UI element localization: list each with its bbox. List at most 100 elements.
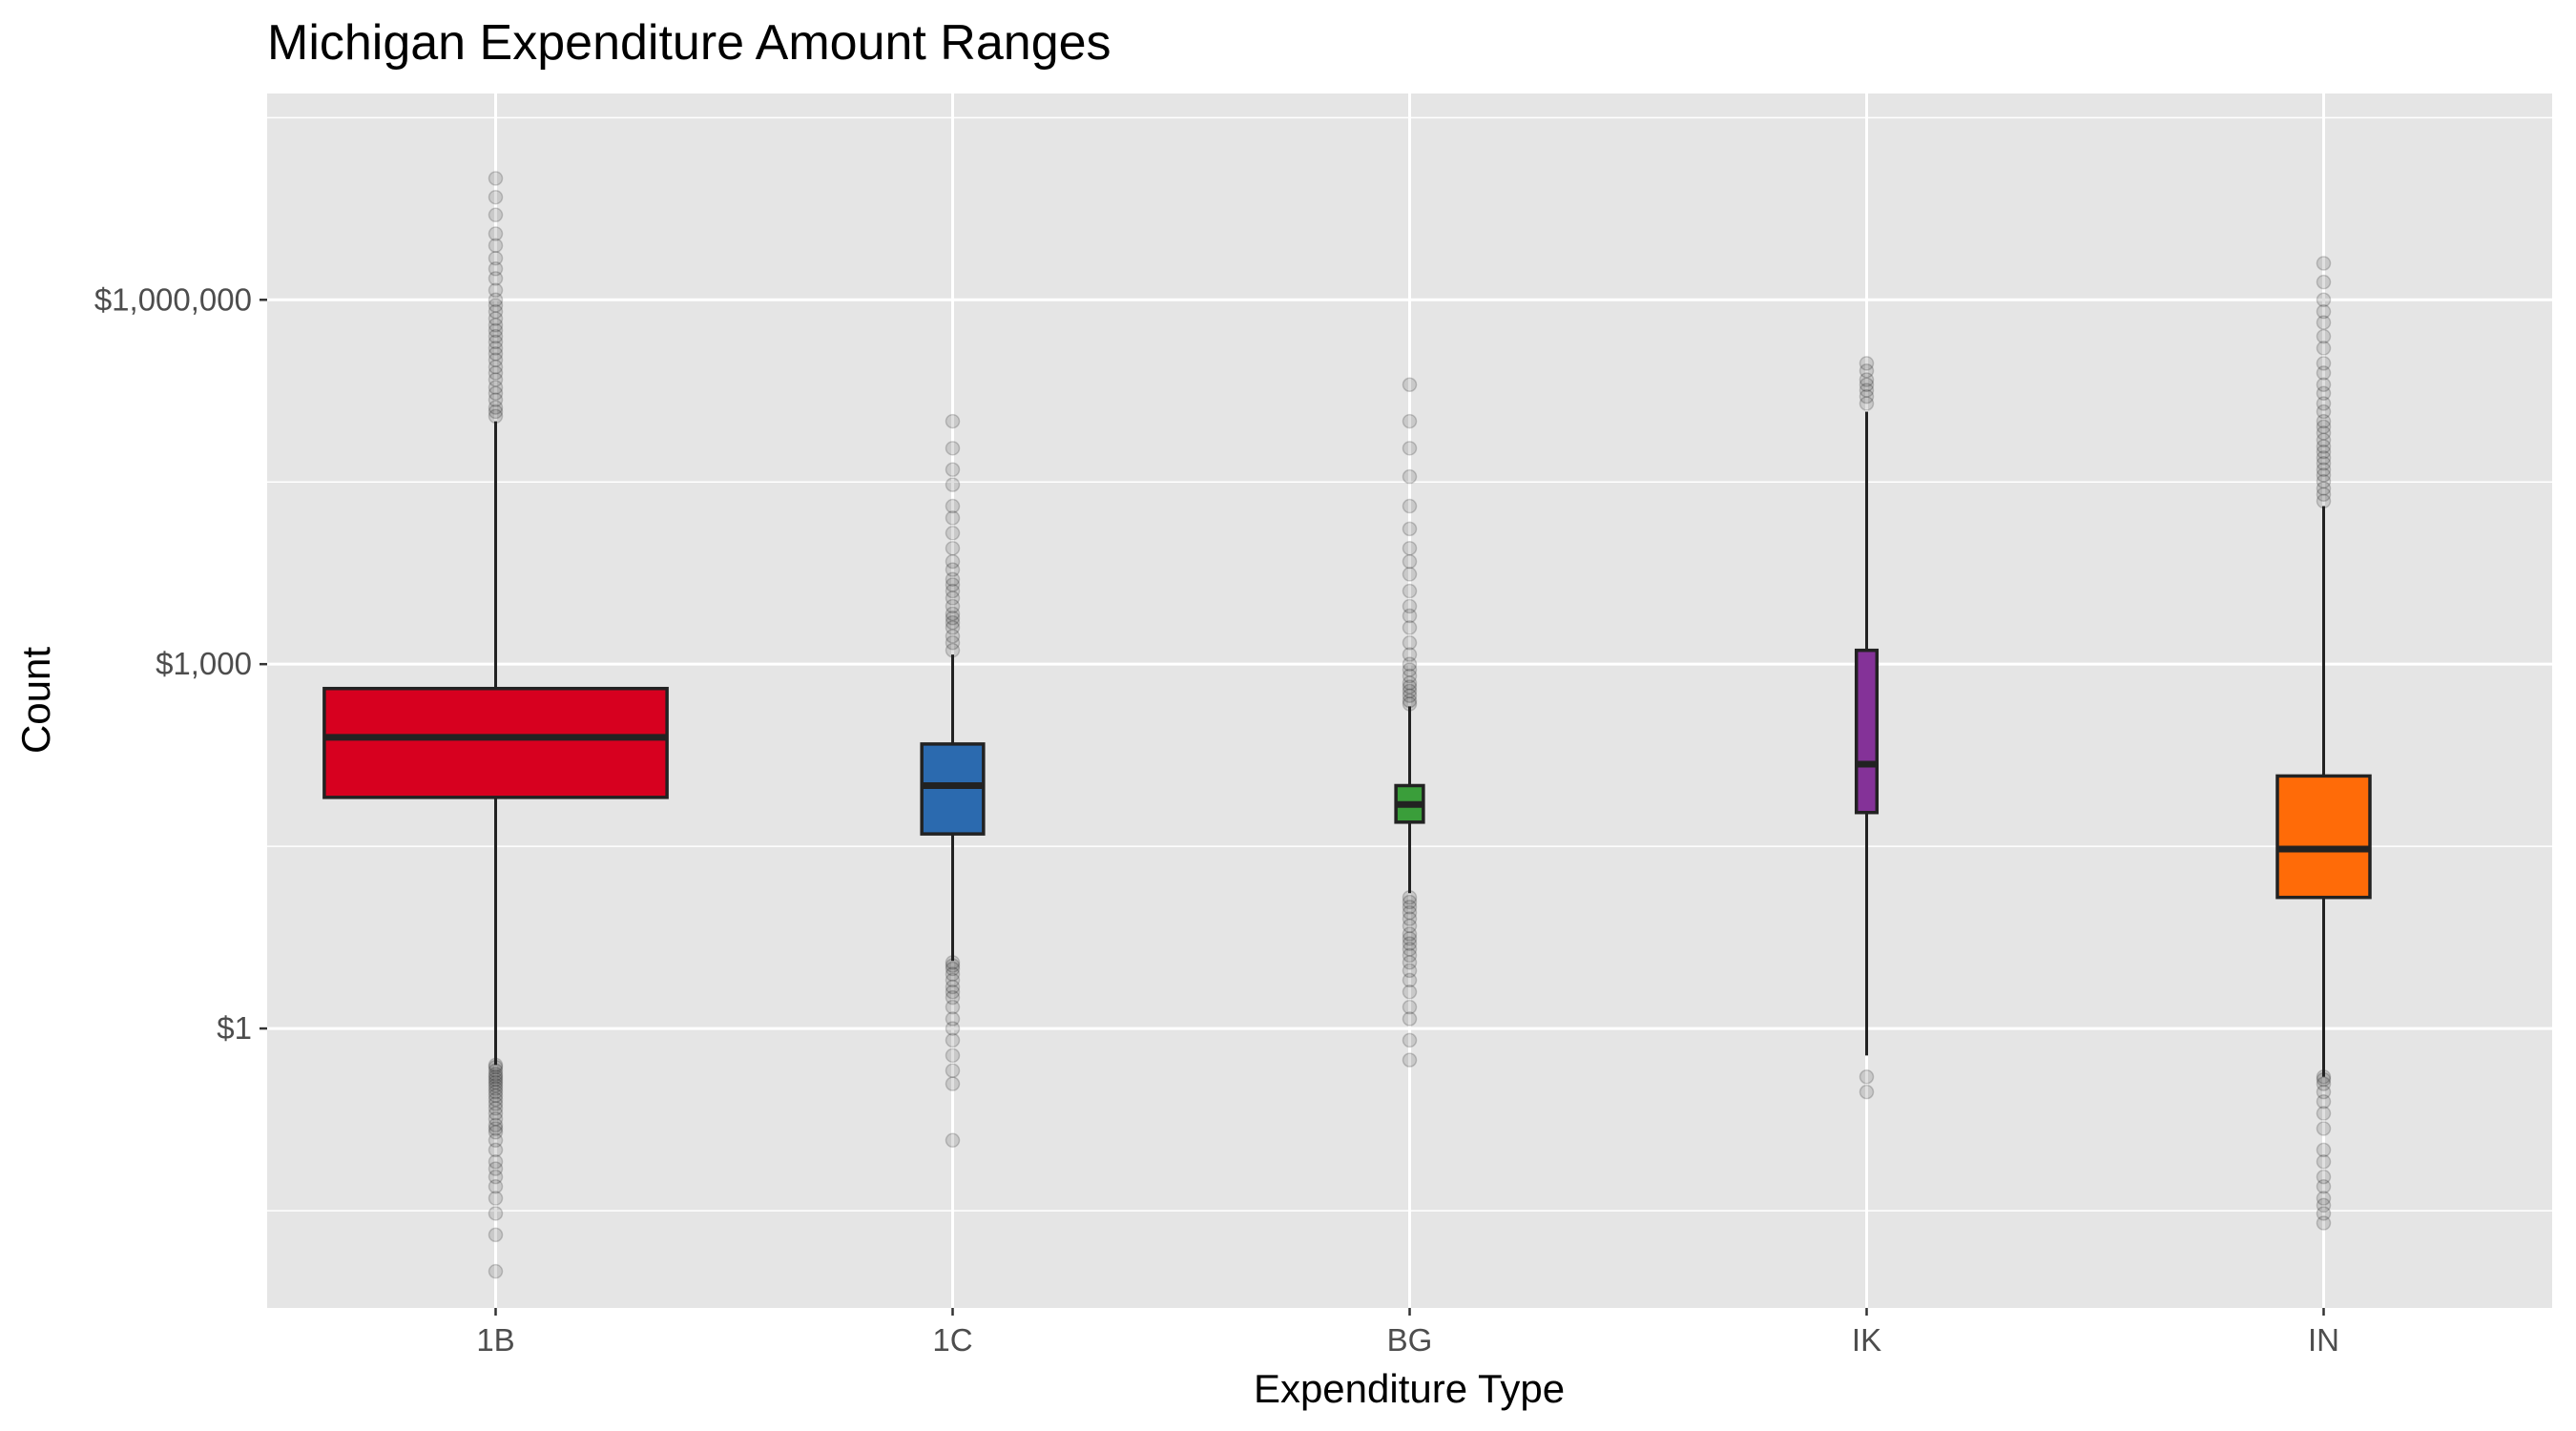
outlier-point — [2316, 462, 2332, 477]
outlier-point — [2316, 315, 2332, 330]
outlier-point — [488, 1132, 504, 1149]
outlier-point — [945, 1032, 961, 1048]
outlier-point — [2316, 444, 2332, 460]
outlier-point — [488, 400, 504, 415]
outlier-point — [1402, 683, 1418, 699]
outlier-point — [945, 510, 961, 526]
outlier-point — [945, 591, 961, 606]
outlier-point — [488, 311, 504, 326]
outlier-point — [488, 341, 504, 356]
outlier-point — [1402, 900, 1418, 915]
outlier-point — [488, 1178, 504, 1194]
outlier-point — [488, 303, 504, 320]
outlier-point — [1402, 553, 1418, 570]
outlier-point — [2316, 467, 2332, 483]
outlier-point — [488, 1071, 504, 1088]
box-body — [920, 742, 986, 836]
outlier-point — [1402, 955, 1418, 970]
outlier-point — [1859, 363, 1875, 379]
outlier-point — [488, 392, 504, 407]
outlier-point — [488, 1191, 504, 1206]
outlier-point — [1402, 498, 1418, 514]
outlier-point — [488, 385, 504, 401]
outlier-point — [488, 1125, 504, 1140]
outlier-point — [1859, 372, 1875, 387]
outlier-point — [488, 322, 504, 339]
outlier-point — [2316, 481, 2332, 496]
outlier-point — [2316, 256, 2332, 271]
outlier-point — [945, 441, 961, 456]
outlier-point — [488, 1077, 504, 1093]
outlier-point — [945, 583, 961, 599]
outlier-point — [2316, 356, 2332, 371]
outlier-point — [488, 1088, 504, 1104]
outlier-point — [945, 526, 961, 541]
outlier-point — [945, 972, 961, 988]
outlier-point — [488, 346, 504, 362]
outlier-point — [2316, 1076, 2332, 1091]
outlier-point — [488, 334, 504, 350]
outlier-point — [488, 1096, 504, 1111]
outlier-point — [2316, 1153, 2332, 1170]
outlier-point — [2316, 432, 2332, 448]
outlier-point — [488, 1169, 504, 1185]
outlier-point — [488, 1068, 504, 1085]
box-series — [322, 171, 2372, 1279]
outlier-point — [2316, 450, 2332, 466]
outlier-point — [1402, 963, 1418, 979]
outlier-point — [1402, 918, 1418, 934]
outlier-point — [2316, 1191, 2332, 1206]
outlier-point — [2316, 1142, 2332, 1158]
y-tick-label: $1,000 — [156, 646, 252, 681]
outlier-point — [488, 282, 504, 298]
outlier-point — [488, 365, 504, 381]
outlier-point — [945, 540, 961, 556]
outlier-point — [945, 462, 961, 477]
outlier-point — [2316, 419, 2332, 435]
outlier-point — [2316, 425, 2332, 441]
outlier-point — [488, 292, 504, 308]
box-body — [2275, 774, 2372, 900]
outlier-point — [1402, 668, 1418, 684]
outlier-point — [2316, 1169, 2332, 1185]
box-1c — [920, 413, 986, 1149]
outlier-point — [2316, 274, 2332, 290]
outlier-point — [488, 1153, 504, 1170]
outlier-point — [1402, 1052, 1418, 1068]
y-axis-ticks: $1 $1,000 $1,000,000 — [94, 281, 267, 1046]
x-tick-label: IK — [1852, 1322, 1881, 1358]
outlier-point — [1402, 567, 1418, 582]
box-in — [2275, 256, 2372, 1231]
outlier-point — [945, 413, 961, 429]
x-tick-label: BG — [1387, 1322, 1433, 1358]
outlier-point — [945, 620, 961, 635]
outlier-point — [1402, 468, 1418, 485]
x-axis-ticks: 1B 1C BG IK IN — [476, 1308, 2339, 1358]
outlier-point — [945, 1021, 961, 1036]
outlier-point — [945, 1047, 961, 1064]
outlier-point — [488, 380, 504, 395]
outlier-point — [2316, 385, 2332, 401]
outlier-point — [1402, 942, 1418, 957]
outlier-point — [1859, 383, 1875, 398]
outlier-point — [1859, 1084, 1875, 1100]
x-tick-label: 1C — [932, 1322, 972, 1358]
outlier-point — [2316, 1197, 2332, 1213]
outlier-point — [2316, 365, 2332, 381]
outlier-point — [945, 498, 961, 514]
outlier-point — [488, 1206, 504, 1221]
outlier-point — [1402, 656, 1418, 672]
outlier-point — [488, 1121, 504, 1136]
outlier-point — [488, 238, 504, 254]
outlier-point — [1402, 926, 1418, 942]
outlier-point — [488, 1161, 504, 1176]
outlier-point — [2316, 487, 2332, 502]
outlier-point — [1402, 931, 1418, 946]
outlier-point — [488, 171, 504, 186]
outlier-point — [2316, 404, 2332, 420]
outlier-point — [1402, 688, 1418, 703]
outlier-point — [945, 999, 961, 1015]
outlier-point — [2316, 1178, 2332, 1194]
outlier-point — [1859, 356, 1875, 371]
outlier-point — [2316, 328, 2332, 344]
